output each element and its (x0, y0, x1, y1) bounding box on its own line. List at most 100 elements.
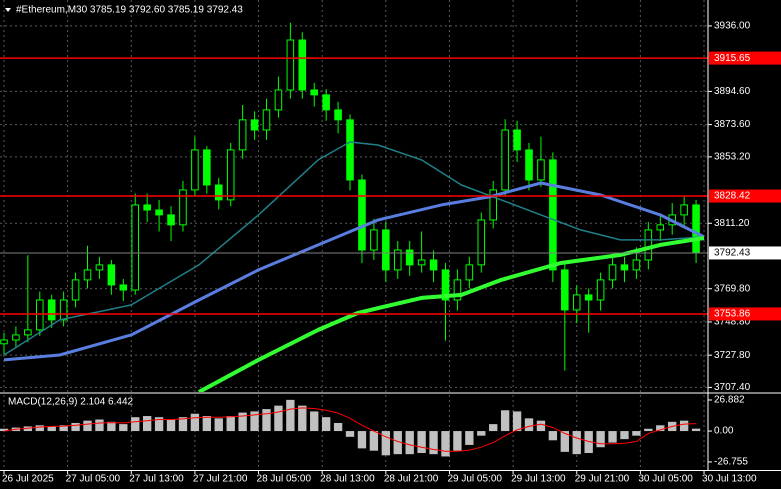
macd-bar (393, 431, 402, 455)
moving-average (197, 236, 705, 392)
macd-bar (131, 417, 140, 432)
macd-panel (0, 399, 701, 457)
macd-bar (608, 431, 617, 443)
candle-body (537, 159, 545, 181)
candle-body (262, 109, 271, 131)
candle-body (71, 279, 80, 301)
macd-bar (83, 420, 92, 432)
macd-bar (477, 431, 486, 436)
y-tick-label: 3811.20 (714, 218, 750, 229)
macd-bar (310, 411, 319, 432)
candle-body (596, 279, 605, 301)
y-tick-label: 3873.60 (714, 119, 751, 130)
candle-body (167, 214, 175, 226)
candle-body (155, 209, 163, 216)
candle-body (95, 264, 104, 271)
candle-body (35, 299, 44, 331)
candle-body (334, 109, 342, 121)
macd-bar (691, 428, 701, 432)
level-label: 3753.86 (714, 309, 751, 320)
macd-bar (0, 428, 9, 432)
candle-body (226, 149, 235, 201)
macd-bar (656, 425, 665, 432)
macd-bar (524, 418, 534, 432)
candle-body (501, 129, 509, 191)
macd-bar (369, 431, 379, 451)
y-tick-label: 3853.20 (714, 152, 751, 163)
candle-body (298, 39, 307, 91)
candle-body (572, 294, 581, 311)
candle-body (191, 149, 199, 191)
moving-average (3, 181, 705, 362)
candle-body (24, 329, 32, 336)
candle-body (608, 264, 617, 281)
candle-body (83, 269, 92, 281)
x-tick-label: 28 Jul 05:00 (257, 474, 312, 485)
level-label: 3828.42 (714, 191, 751, 202)
x-tick-label: 28 Jul 13:00 (320, 474, 375, 485)
level-label-box (709, 307, 781, 321)
macd-bar (238, 412, 247, 432)
macd-bar (381, 431, 390, 456)
candle-body (549, 159, 557, 271)
candle-body (131, 204, 140, 291)
x-tick-label: 28 Jul 21:00 (384, 474, 439, 485)
candle-body (310, 89, 319, 96)
macd-bar (154, 417, 164, 432)
macd-y-tick-label: 26.882 (714, 395, 745, 406)
candle-body (107, 264, 116, 286)
macd-bar (35, 425, 44, 432)
macd-bar (71, 422, 80, 432)
macd-bar (321, 417, 331, 432)
macd-bar (47, 426, 56, 432)
x-tick-label: 27 Jul 21:00 (193, 474, 248, 485)
candle-body (644, 229, 653, 261)
candle-body (238, 119, 247, 151)
macd-bar (202, 416, 212, 432)
level-label-box (709, 51, 781, 65)
macd-bar (536, 420, 546, 432)
macd-bar (644, 428, 653, 432)
macd-signal (3, 407, 697, 452)
candle-body (692, 204, 700, 254)
macd-bar (465, 431, 474, 445)
price-panel (0, 22, 708, 392)
candle-body (561, 269, 569, 311)
level-label: 3915.65 (714, 53, 751, 64)
macd-bar (489, 424, 498, 432)
macd-bar (250, 411, 259, 432)
candle-body (370, 229, 378, 251)
macd-bar (512, 411, 522, 432)
macd-bar (560, 431, 569, 452)
candle-body (382, 229, 390, 271)
y-tick-label: 3894.60 (714, 86, 751, 97)
macd-bar (59, 425, 68, 432)
axes: #Ethereum,M30 3785.19 3792.60 3785.19 37… (0, 0, 781, 471)
candle-body (584, 294, 593, 301)
macd-bar (679, 420, 689, 432)
candle-body (358, 179, 366, 251)
candle-body (632, 259, 641, 271)
macd-title: MACD(12,26,9) 2.104 6.442 (8, 397, 134, 408)
y-tick-label: 3748.80 (714, 317, 751, 328)
macd-bar (23, 426, 33, 432)
x-tick-label: 27 Jul 05:00 (66, 474, 121, 485)
y-tick-label: 3707.40 (714, 382, 751, 393)
chart-title: #Ethereum,M30 3785.19 3792.60 3785.19 37… (16, 5, 243, 16)
macd-bar (441, 431, 450, 457)
macd-bar (107, 421, 116, 432)
level-label-box (709, 189, 781, 203)
moving-average (3, 141, 705, 356)
macd-bar (572, 431, 581, 455)
candle-body (179, 189, 187, 226)
macd-y-tick-label: -26.755 (714, 457, 748, 468)
candle-body (620, 264, 629, 271)
macd-bar (298, 405, 307, 432)
macd-bar (178, 417, 188, 432)
macd-bar (119, 424, 128, 432)
candle-body (214, 184, 223, 201)
candle-body (405, 249, 414, 266)
macd-bar (190, 413, 200, 432)
menu-triangle[interactable] (5, 8, 11, 12)
